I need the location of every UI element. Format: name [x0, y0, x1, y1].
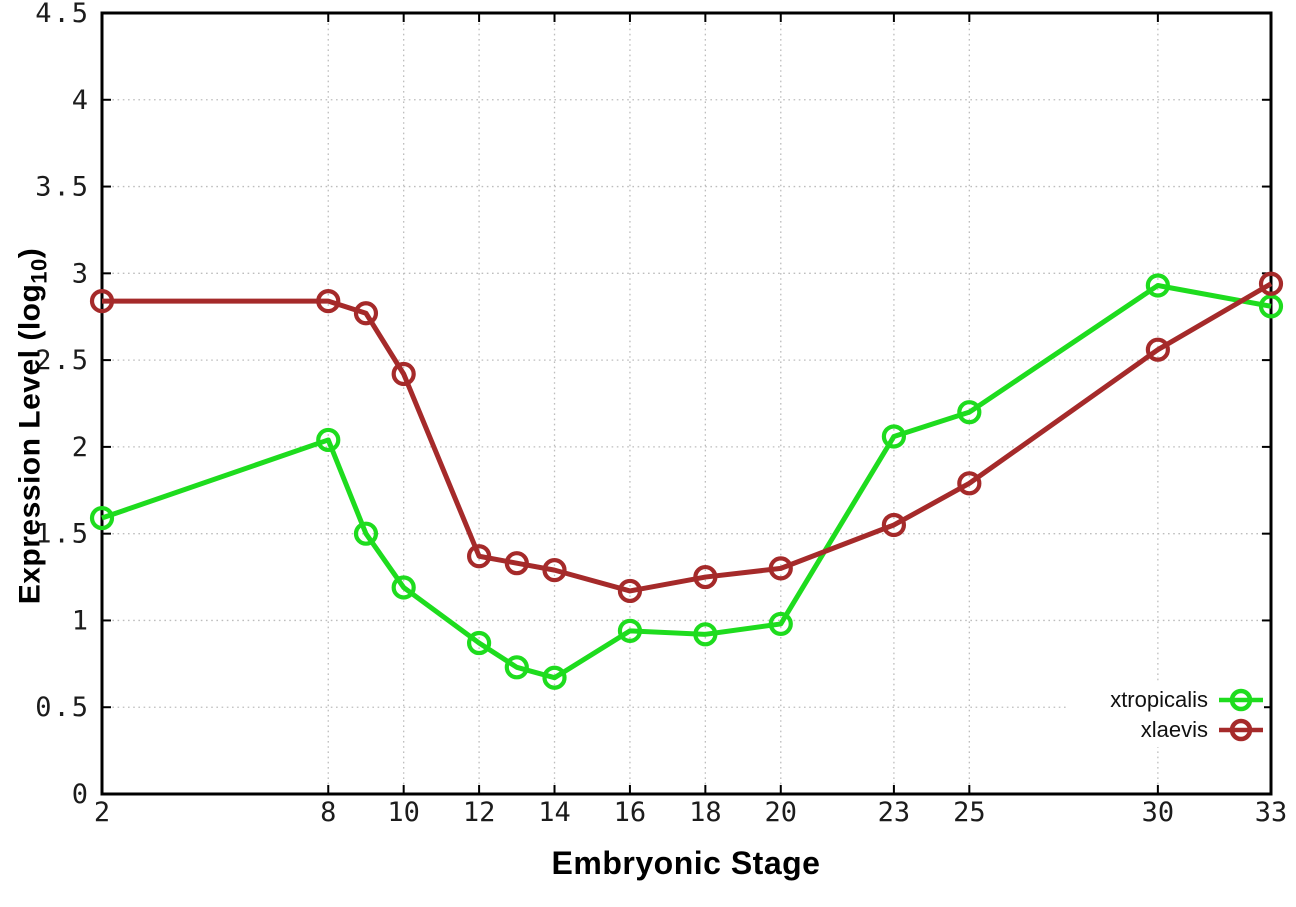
data-point — [617, 578, 643, 604]
x-tick-label: 10 — [387, 797, 420, 828]
data-point — [693, 564, 718, 590]
legend-marker-xlaevis-icon — [1219, 718, 1263, 742]
data-point — [881, 424, 907, 449]
x-tick-label: 33 — [1255, 797, 1288, 828]
data-point — [353, 301, 379, 326]
legend-marker-xtropicalis-icon — [1219, 688, 1263, 712]
x-axis-title: Embryonic Stage — [551, 845, 821, 881]
y-axis-title-text: Expression Level (log — [13, 283, 47, 605]
data-point — [1145, 337, 1170, 362]
legend: xtropicalis xlaevis — [1066, 683, 1264, 747]
data-point — [89, 505, 115, 531]
data-point — [768, 556, 793, 581]
y-tick-label: 4.5 — [35, 0, 90, 29]
x-tick-label: 30 — [1142, 797, 1175, 828]
y-tick-label: 1.5 — [35, 519, 90, 550]
data-point — [542, 665, 567, 690]
data-point — [316, 427, 341, 453]
series-line — [101, 282, 1272, 681]
data-point — [391, 361, 416, 387]
x-tick-label: 8 — [320, 797, 336, 828]
legend-row-xlaevis: xlaevis — [1141, 715, 1264, 745]
x-tick-label: 20 — [765, 797, 798, 828]
legend-label-xlaevis: xlaevis — [1140, 717, 1208, 742]
x-tick-label: 12 — [463, 797, 496, 828]
y-tick-label: 3 — [72, 258, 90, 289]
y-tick-label: 3.5 — [35, 172, 90, 203]
data-point — [504, 551, 529, 576]
data-point — [542, 558, 567, 583]
data-point — [466, 630, 492, 656]
x-tick-label: 23 — [878, 797, 911, 828]
legend-label-xtropicalis: xtropicalis — [1110, 687, 1208, 712]
data-point — [466, 544, 492, 569]
legend-row-xtropicalis: xtropicalis — [1110, 685, 1264, 715]
data-point — [881, 512, 907, 538]
y-tick-label: 1 — [72, 605, 90, 636]
y-tick-label: 0 — [72, 779, 90, 810]
tick-marks — [101, 12, 1272, 795]
data-point — [1258, 271, 1284, 296]
y-tick-label: 2 — [72, 432, 90, 463]
tick-labels: 2 8 10 12 14 16 18 20 23 25 30 33 0 0.5 1 1.5 2 2.5 3 3.5 4 4… — [35, 0, 1287, 828]
y-axis-title: Expression Level (log10) — [14, 248, 53, 605]
y-axis-title-close: ) — [13, 247, 47, 259]
data-point — [957, 471, 982, 496]
data-point — [1258, 294, 1284, 319]
data-point — [957, 400, 982, 425]
data-point — [768, 611, 793, 637]
x-tick-label: 16 — [614, 797, 647, 828]
data-point — [391, 575, 416, 600]
gridlines — [102, 13, 1271, 794]
data-point — [1145, 273, 1170, 298]
y-tick-label: 4 — [72, 85, 90, 116]
y-tick-label: 0.5 — [35, 692, 90, 723]
plot-border — [100, 11, 1273, 796]
x-tick-label: 25 — [953, 797, 986, 828]
data-point — [504, 655, 529, 680]
data-point — [353, 521, 379, 546]
series-xtropicalis — [89, 273, 1284, 690]
data-point — [89, 289, 115, 314]
y-axis-title-subscript: 10 — [26, 258, 52, 284]
y-tick-label: 2.5 — [35, 345, 90, 376]
data-point — [316, 289, 341, 314]
data-point — [617, 618, 643, 643]
data-point — [693, 622, 718, 647]
series-xlaevis — [89, 271, 1284, 604]
x-tick-label: 14 — [538, 797, 571, 828]
x-tick-label: 2 — [94, 797, 110, 828]
x-tick-label: 18 — [689, 797, 722, 828]
